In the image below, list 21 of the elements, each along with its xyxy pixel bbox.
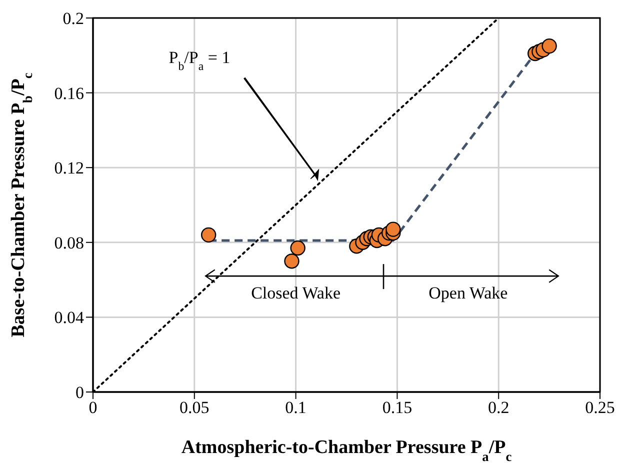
x-axis-title: Atmospheric-to-Chamber Pressure P$_{a}$/P$_{c}$ [181,437,512,463]
annotation: Open Wake [428,284,508,302]
point [284,254,300,269]
y-tick-label: 0.16 [54,84,84,103]
y-tick-label: 0.12 [54,158,84,178]
point [290,240,306,256]
point [386,222,401,237]
x-tick-label: 0.1 [285,398,306,418]
y-tick-label: 0.04 [54,308,84,328]
x-tick-label: 0 [88,398,98,418]
point [542,38,557,54]
x-tick-label: 0.15 [382,398,412,418]
annotation: Closed Wake [251,284,341,302]
y-tick-label: 0.2 [62,9,84,28]
x-tick-label: 0.05 [180,398,210,418]
point [200,227,216,243]
x-tick-label: 0.25 [585,398,615,418]
x-tick-label: 0.2 [488,398,510,418]
y-tick-label: 0.08 [54,233,84,252]
y-tick-label: 0 [76,383,84,402]
annotation: P$_{b}$/P$_{a}$ = 1 [168,48,230,73]
